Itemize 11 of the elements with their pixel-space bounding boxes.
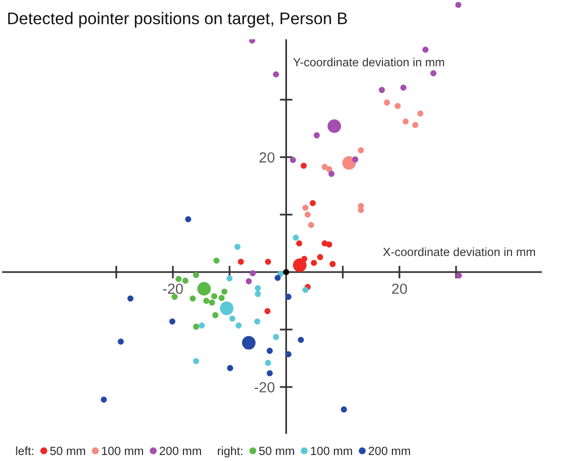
legend-label: 200 mm bbox=[160, 446, 201, 456]
legend-label: 100 mm bbox=[311, 446, 352, 456]
text: left: bbox=[16, 446, 34, 456]
legend-label: 100 mm bbox=[102, 446, 144, 456]
legend-label: 50 mm bbox=[259, 446, 294, 456]
legend-label: 50 mm bbox=[50, 446, 86, 456]
legend-label: 200 mm bbox=[368, 446, 410, 456]
x-axis-title: X-coordinate deviation in mm bbox=[383, 247, 535, 256]
text: Detected pointer positions on target, Person B bbox=[8, 12, 347, 28]
text: right: bbox=[218, 446, 242, 458]
y-axis-title: Y-coordinate deviation in mm bbox=[293, 58, 444, 66]
